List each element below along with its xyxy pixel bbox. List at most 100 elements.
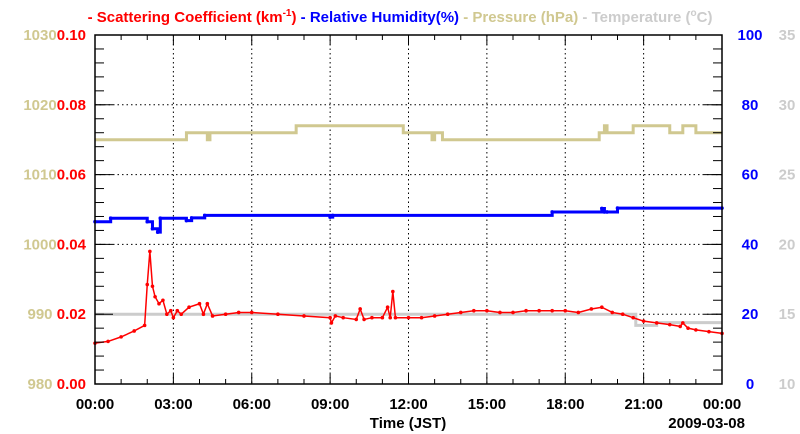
data-point (205, 301, 210, 306)
data-point (223, 312, 228, 317)
pressure-tick-label: 1020 (23, 97, 56, 114)
data-point (385, 305, 390, 310)
data-point (165, 312, 169, 317)
temperature-tick-label: 10 (779, 376, 796, 393)
data-point (445, 312, 450, 317)
data-point (391, 289, 395, 294)
data-point (328, 215, 332, 219)
legend-text: - Scattering Coefficient (km-1) - Relati… (88, 8, 713, 26)
data-point (432, 314, 437, 318)
legend-superscript: -1 (283, 8, 292, 19)
data-point (236, 310, 241, 315)
data-point (148, 249, 152, 254)
data-point (631, 315, 635, 320)
data-point (610, 310, 615, 315)
data-point (524, 308, 528, 313)
data-point (161, 298, 165, 303)
data-point (686, 326, 690, 330)
series-layer (93, 124, 724, 345)
data-point (589, 307, 594, 311)
temperature-tick-label: 20 (779, 236, 796, 253)
data-point (210, 314, 215, 318)
date-label: 2009-03-08 (668, 415, 745, 432)
legend-entry: - Scattering Coefficient (km (88, 9, 283, 26)
x-tick-label: 12:00 (389, 396, 427, 413)
data-point (329, 321, 334, 325)
humidity-tick-label: 60 (742, 167, 759, 184)
data-point (145, 282, 150, 287)
x-tick-label: 00:00 (76, 396, 114, 413)
data-point (370, 315, 374, 320)
series-line-relative-humidity (95, 206, 722, 234)
legend-entry: - Pressure (hPa) (459, 9, 578, 26)
data-point (171, 315, 176, 320)
data-point (600, 305, 604, 310)
scattering-tick-label: 0.04 (57, 236, 87, 253)
data-point (681, 321, 685, 325)
legend-superscript: o (691, 8, 697, 19)
humidity-tick-label: 40 (742, 236, 759, 253)
pressure-tick-label: 1010 (23, 167, 56, 184)
data-point (615, 206, 620, 210)
data-point (602, 210, 607, 214)
data-point (276, 312, 280, 317)
scattering-tick-label: 0.10 (57, 27, 86, 44)
legend-entry-tail: ) (292, 9, 297, 26)
data-point (202, 213, 207, 218)
scattering-tick-label: 0.00 (57, 376, 86, 393)
data-point (328, 315, 332, 320)
x-tick-label: 15:00 (468, 396, 506, 413)
series-line-temperature (95, 312, 722, 327)
data-point (620, 312, 625, 317)
x-tick-label: 21:00 (624, 396, 662, 413)
axes: 00:00 03:00 06:00 09:00 12:00 15:00 18:00 21:00… (23, 27, 795, 413)
data-point (393, 315, 398, 320)
data-point (358, 307, 362, 311)
data-point (302, 314, 306, 318)
x-axis-label: Time (JST) (370, 415, 446, 432)
data-point (354, 317, 359, 322)
humidity-tick-label: 100 (737, 27, 762, 44)
data-point (380, 315, 385, 320)
data-point (550, 308, 554, 313)
data-point (605, 210, 609, 214)
data-point (667, 322, 672, 327)
data-point (189, 216, 194, 220)
data-point (707, 329, 711, 334)
data-point (563, 308, 568, 313)
x-tick-label: 06:00 (233, 396, 271, 413)
legend: - Scattering Coefficient (km-1) - Relati… (88, 8, 713, 26)
data-point (108, 216, 113, 221)
data-point (157, 301, 161, 306)
data-point (406, 315, 411, 320)
temperature-tick-label: 25 (779, 167, 796, 184)
x-tick-label: 03:00 (154, 396, 192, 413)
data-point (155, 230, 160, 234)
data-point (249, 310, 254, 315)
data-point (576, 310, 581, 315)
data-point (158, 216, 163, 221)
data-point (550, 210, 554, 214)
x-tick-label: 18:00 (546, 396, 584, 413)
legend-entry-tail: C) (697, 9, 713, 26)
data-point (142, 323, 147, 328)
x-tick-label: 00:00 (703, 396, 741, 413)
data-point (600, 206, 604, 211)
temperature-tick-label: 15 (779, 306, 796, 323)
data-point (511, 310, 515, 315)
data-point (678, 324, 682, 329)
data-point (362, 317, 366, 322)
data-point (388, 315, 393, 320)
data-point (119, 335, 123, 339)
legend-entry: - Relative Humidity(%) (297, 9, 460, 26)
x-tick-label: 09:00 (311, 396, 349, 413)
data-point (197, 301, 202, 306)
data-point (537, 308, 541, 313)
temperature-tick-label: 30 (779, 97, 796, 114)
pressure-tick-label: 990 (27, 306, 52, 323)
data-point (179, 312, 184, 317)
scattering-tick-label: 0.06 (57, 167, 86, 184)
pressure-tick-label: 1030 (23, 27, 56, 44)
data-point (419, 315, 424, 320)
